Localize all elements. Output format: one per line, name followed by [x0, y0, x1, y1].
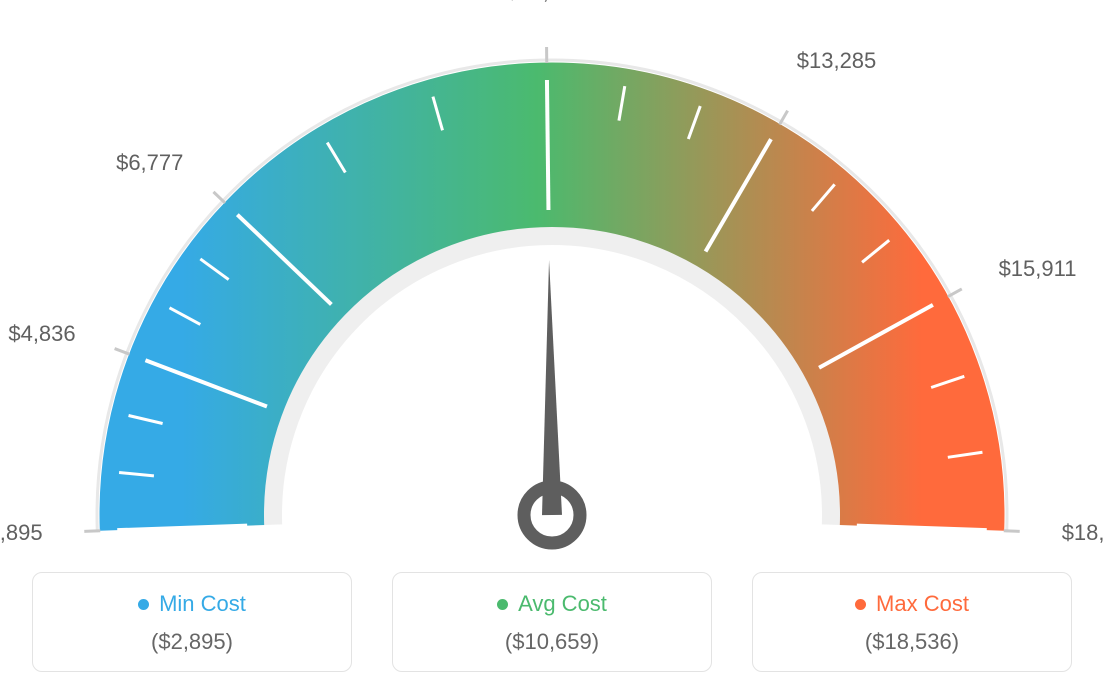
gauge-area: $2,895$4,836$6,777$10,659$13,285$15,911$…: [0, 0, 1104, 540]
max-cost-card: Max Cost ($18,536): [752, 572, 1072, 672]
gauge-tick-label: $18,536: [1062, 520, 1104, 546]
min-cost-card: Min Cost ($2,895): [32, 572, 352, 672]
dot-icon: [138, 599, 149, 610]
gauge-tick-label: $13,285: [797, 48, 877, 74]
gauge-tick-label: $10,659: [506, 0, 586, 5]
gauge-tick-label: $2,895: [0, 520, 43, 546]
dot-icon: [855, 599, 866, 610]
gauge-svg: [42, 10, 1062, 550]
avg-cost-title: Avg Cost: [497, 591, 607, 617]
gauge-tick-label: $4,836: [8, 321, 75, 347]
max-cost-value: ($18,536): [763, 629, 1061, 655]
gauge-chart-container: $2,895 $4,836 $6,777 $10,659 $13,285 $15,911 $…: [0, 0, 1104, 690]
dot-icon: [497, 599, 508, 610]
avg-cost-value: ($10,659): [403, 629, 701, 655]
min-cost-value: ($2,895): [43, 629, 341, 655]
min-cost-title: Min Cost: [138, 591, 246, 617]
gauge-tick-label: $6,777: [116, 150, 183, 176]
max-cost-title: Max Cost: [855, 591, 969, 617]
gauge-tick-label: $15,911: [999, 256, 1077, 282]
legend-row: Min Cost ($2,895) Avg Cost ($10,659) Max…: [0, 572, 1104, 672]
avg-cost-card: Avg Cost ($10,659): [392, 572, 712, 672]
max-cost-label: Max Cost: [876, 591, 969, 617]
min-cost-label: Min Cost: [159, 591, 246, 617]
avg-cost-label: Avg Cost: [518, 591, 607, 617]
